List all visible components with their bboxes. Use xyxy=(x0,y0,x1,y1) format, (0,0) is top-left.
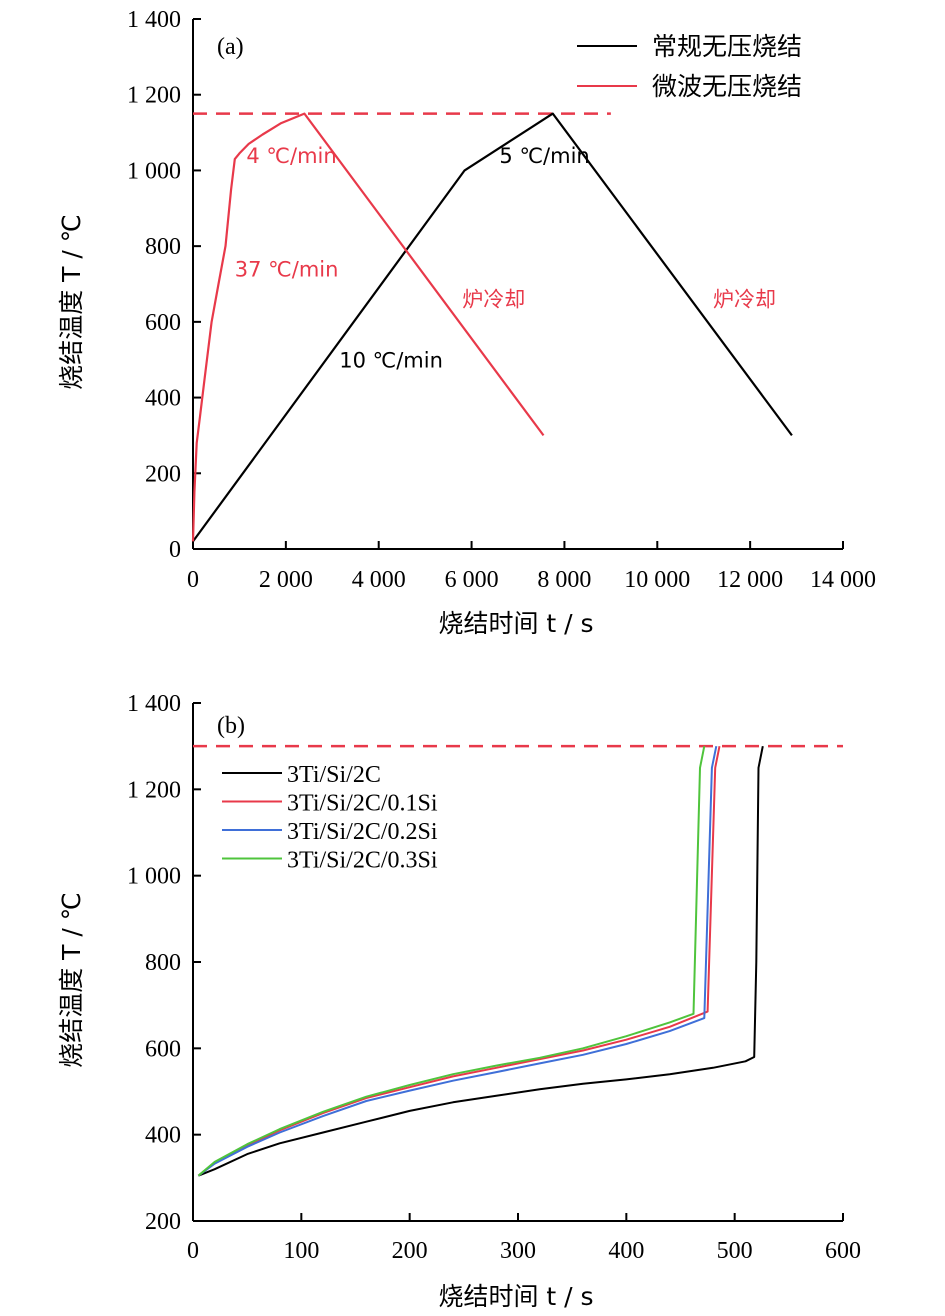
y-axis-title: 烧结温度 T / ℃ xyxy=(57,214,86,390)
x-axis-title: 烧结时间 t / s xyxy=(438,609,593,638)
y-tick-label: 1 200 xyxy=(127,83,181,109)
annotation-label: 5 ℃/min xyxy=(499,144,589,168)
series-line-3 xyxy=(197,746,718,1177)
panel-b-chart: 200 400 600 800 1 000 1 200 1 400 0 100 200 300 400… xyxy=(57,691,861,1311)
y-tick-label: 200 xyxy=(145,1209,181,1235)
legend-label: 微波无压烧结 xyxy=(652,72,802,101)
x-tick-label: 10 000 xyxy=(624,567,690,593)
x-tick-label: 8 000 xyxy=(537,567,591,593)
x-axis-title: 烧结时间 t / s xyxy=(438,1282,593,1311)
series-line-4 xyxy=(197,746,706,1177)
series-line-2 xyxy=(197,746,721,1177)
legend-label: 3Ti/Si/2C/0.2Si xyxy=(287,819,438,845)
x-tick-label: 400 xyxy=(608,1238,644,1264)
y-tick-label: 600 xyxy=(145,310,181,336)
x-tick-label: 12 000 xyxy=(717,567,783,593)
x-tick-label: 0 xyxy=(187,567,199,593)
y-tick-label: 200 xyxy=(145,461,181,487)
y-tick-label: 400 xyxy=(145,1123,181,1149)
x-tick-label: 500 xyxy=(717,1238,753,1264)
x-tick-label: 14 000 xyxy=(810,567,876,593)
series-line-2 xyxy=(191,112,545,542)
panel-label: (a) xyxy=(217,34,244,60)
x-tick-label: 200 xyxy=(392,1238,428,1264)
y-tick-label: 1 200 xyxy=(127,777,181,803)
x-tick-label: 6 000 xyxy=(445,567,499,593)
annotation-label: 炉冷却 xyxy=(713,288,776,312)
panel-label: (b) xyxy=(217,713,245,739)
x-tick-label: 4 000 xyxy=(352,567,406,593)
annotation-label: 10 ℃/min xyxy=(339,348,443,372)
y-axis-title: 烧结温度 T / ℃ xyxy=(57,892,86,1068)
legend-label: 3Ti/Si/2C/0.1Si xyxy=(287,791,438,817)
y-tick-label: 800 xyxy=(145,234,181,260)
legend-label: 常规无压烧结 xyxy=(652,32,802,61)
legend-label: 3Ti/Si/2C/0.3Si xyxy=(287,848,438,874)
panel-a-chart: 0 200 400 600 800 1 000 1 200 1 400 0 2 000 4 000 6… xyxy=(57,7,876,638)
x-tick-label: 600 xyxy=(825,1238,861,1264)
y-tick-label: 800 xyxy=(145,950,181,976)
y-tick-label: 600 xyxy=(145,1036,181,1062)
annotation-label: 37 ℃/min xyxy=(235,257,339,281)
x-tick-label: 100 xyxy=(283,1238,319,1264)
legend-label: 3Ti/Si/2C xyxy=(287,762,381,788)
x-tick-label: 2 000 xyxy=(259,567,313,593)
x-tick-label: 300 xyxy=(500,1238,536,1264)
y-tick-label: 1 400 xyxy=(127,691,181,717)
annotation-label: 炉冷却 xyxy=(462,288,525,312)
y-tick-label: 400 xyxy=(145,386,181,412)
y-tick-label: 1 000 xyxy=(127,864,181,890)
y-tick-label: 0 xyxy=(169,537,181,563)
y-tick-label: 1 400 xyxy=(127,7,181,33)
x-tick-label: 0 xyxy=(187,1238,199,1264)
y-tick-label: 1 000 xyxy=(127,158,181,184)
series-line-1 xyxy=(192,112,793,543)
annotation-label: 4 ℃/min xyxy=(246,144,336,168)
series-line-1 xyxy=(198,746,764,1177)
